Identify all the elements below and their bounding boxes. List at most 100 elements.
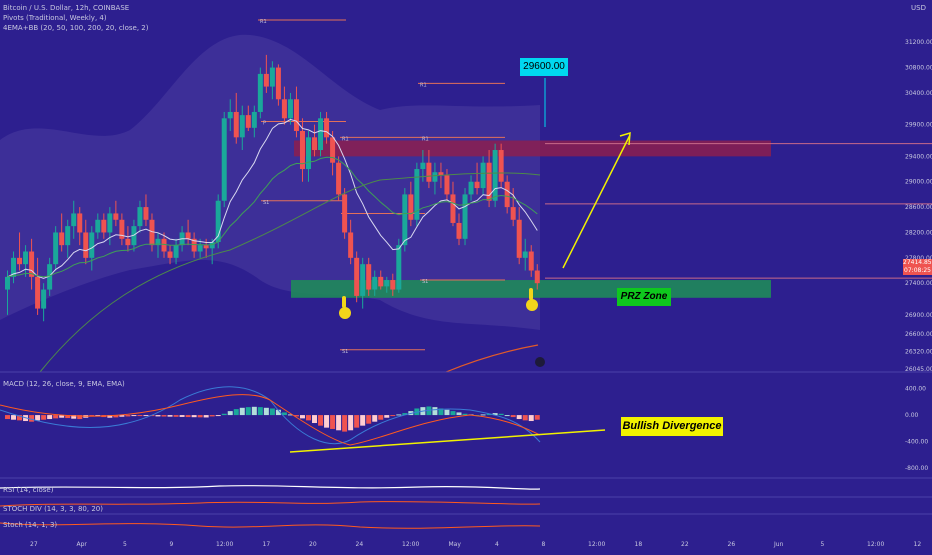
candle-body — [257, 73, 263, 112]
macd-histogram-bar — [17, 415, 23, 421]
macd-histogram-bar — [71, 415, 77, 419]
pivot-label: R1 — [422, 136, 429, 142]
macd-axis-tick: 0.00 — [905, 412, 919, 419]
candle-body — [522, 251, 528, 258]
macd-histogram-bar — [396, 414, 402, 416]
macd-histogram-bar — [59, 415, 65, 418]
macd-histogram-bar — [191, 415, 197, 418]
macd-histogram-bar — [498, 413, 504, 416]
candle-body — [492, 150, 498, 201]
macd-histogram-bar — [209, 415, 215, 417]
bullish-divergence-label: Bullish Divergence — [621, 417, 723, 436]
time-axis-tick: 22 — [681, 541, 689, 548]
candle-body — [95, 219, 101, 233]
candle-body — [293, 99, 299, 131]
hand-pointer-icon — [526, 299, 538, 311]
candle-body — [197, 245, 203, 252]
pivot-label: R1 — [342, 136, 349, 142]
candle-body — [251, 111, 257, 128]
macd-histogram-bar — [299, 415, 305, 419]
candle-body — [167, 251, 173, 258]
macd-histogram-bar — [450, 411, 456, 416]
hand-pointer-icon — [339, 307, 351, 319]
candle-body — [191, 238, 197, 252]
candle-body — [281, 99, 287, 119]
macd-axis-tick: -800.00 — [905, 465, 928, 472]
macd-histogram-bar — [462, 413, 468, 416]
candle-body — [23, 251, 29, 265]
time-axis-tick: 5 — [821, 541, 825, 548]
time-axis-tick: 12:00 — [216, 541, 233, 548]
time-axis-tick: 24 — [356, 541, 364, 548]
candle-body — [474, 181, 480, 189]
price-axis-tick: 26320.00 — [905, 349, 932, 356]
price-axis-tick: 30400.00 — [905, 90, 932, 97]
candle-body — [41, 289, 47, 309]
time-axis-tick: 8 — [542, 541, 546, 548]
price-axis-tick: 26900.00 — [905, 312, 932, 319]
candle-body — [137, 207, 143, 227]
macd-histogram-bar — [281, 412, 287, 416]
hand-pointer-finger — [342, 296, 346, 308]
candle-body — [275, 67, 281, 100]
pivot-label: P — [263, 120, 266, 126]
candle-body — [71, 213, 77, 227]
macd-histogram-bar — [35, 415, 41, 421]
macd-histogram-bar — [318, 415, 324, 426]
candle-body — [17, 257, 23, 265]
candle-body — [318, 118, 324, 151]
candle-body — [468, 181, 474, 195]
currency-label: USD — [911, 4, 926, 12]
pivot-label: R1 — [420, 82, 427, 88]
candle-body — [426, 162, 432, 182]
candle-body — [312, 137, 318, 151]
time-axis-tick: 27 — [30, 541, 38, 548]
pivot-label: R1 — [260, 19, 267, 25]
candle-body — [107, 213, 113, 233]
time-axis-tick: Jun — [773, 541, 784, 548]
candle-body — [324, 118, 330, 138]
macd-histogram-bar — [41, 415, 47, 420]
candle-body — [269, 67, 275, 87]
candle-body — [480, 162, 486, 189]
price-axis-tick: 27400.00 — [905, 280, 932, 287]
macd-histogram-bar — [5, 415, 10, 420]
target-price-label: 29600.00 — [520, 58, 568, 76]
macd-histogram-bar — [107, 415, 113, 418]
candle-body — [239, 115, 245, 138]
candle-body — [227, 111, 233, 119]
macd-histogram-bar — [438, 408, 444, 416]
macd-histogram-bar — [215, 415, 221, 417]
macd-histogram-bar — [486, 413, 492, 416]
candle-body — [125, 238, 131, 246]
time-axis-tick: 5 — [123, 541, 127, 548]
macd-histogram-bar — [342, 415, 348, 432]
ema-fast-line — [7, 118, 538, 279]
macd-histogram-bar — [221, 413, 227, 416]
macd-axis-tick: -400.00 — [905, 439, 928, 446]
last-price-value: 27414.85 — [903, 259, 932, 266]
candle-body — [47, 264, 53, 290]
macd-histogram-bar — [444, 409, 450, 416]
macd-histogram-bar — [143, 415, 149, 417]
time-axis-tick: 26 — [728, 541, 736, 548]
macd-histogram-bar — [95, 415, 101, 417]
candle-body — [101, 219, 107, 233]
pivots-legend: Pivots (Traditional, Weekly, 4) — [3, 14, 107, 22]
macd-histogram-bar — [366, 415, 372, 424]
candle-body — [396, 245, 402, 290]
macd-histogram-bar — [480, 414, 486, 416]
stoch-div-line — [0, 501, 541, 507]
time-axis-tick: 12:00 — [867, 541, 884, 548]
macd-histogram-bar — [348, 415, 354, 431]
macd-histogram-bar — [534, 415, 540, 420]
ema-slow-line — [7, 156, 538, 278]
macd-axis-tick: 400.00 — [905, 386, 926, 393]
signal-line — [0, 394, 541, 446]
price-axis-tick: 29000.00 — [905, 179, 932, 186]
macd-histogram-bar — [269, 408, 275, 416]
rsi-line — [0, 484, 541, 490]
time-axis-tick: 4 — [495, 541, 499, 548]
